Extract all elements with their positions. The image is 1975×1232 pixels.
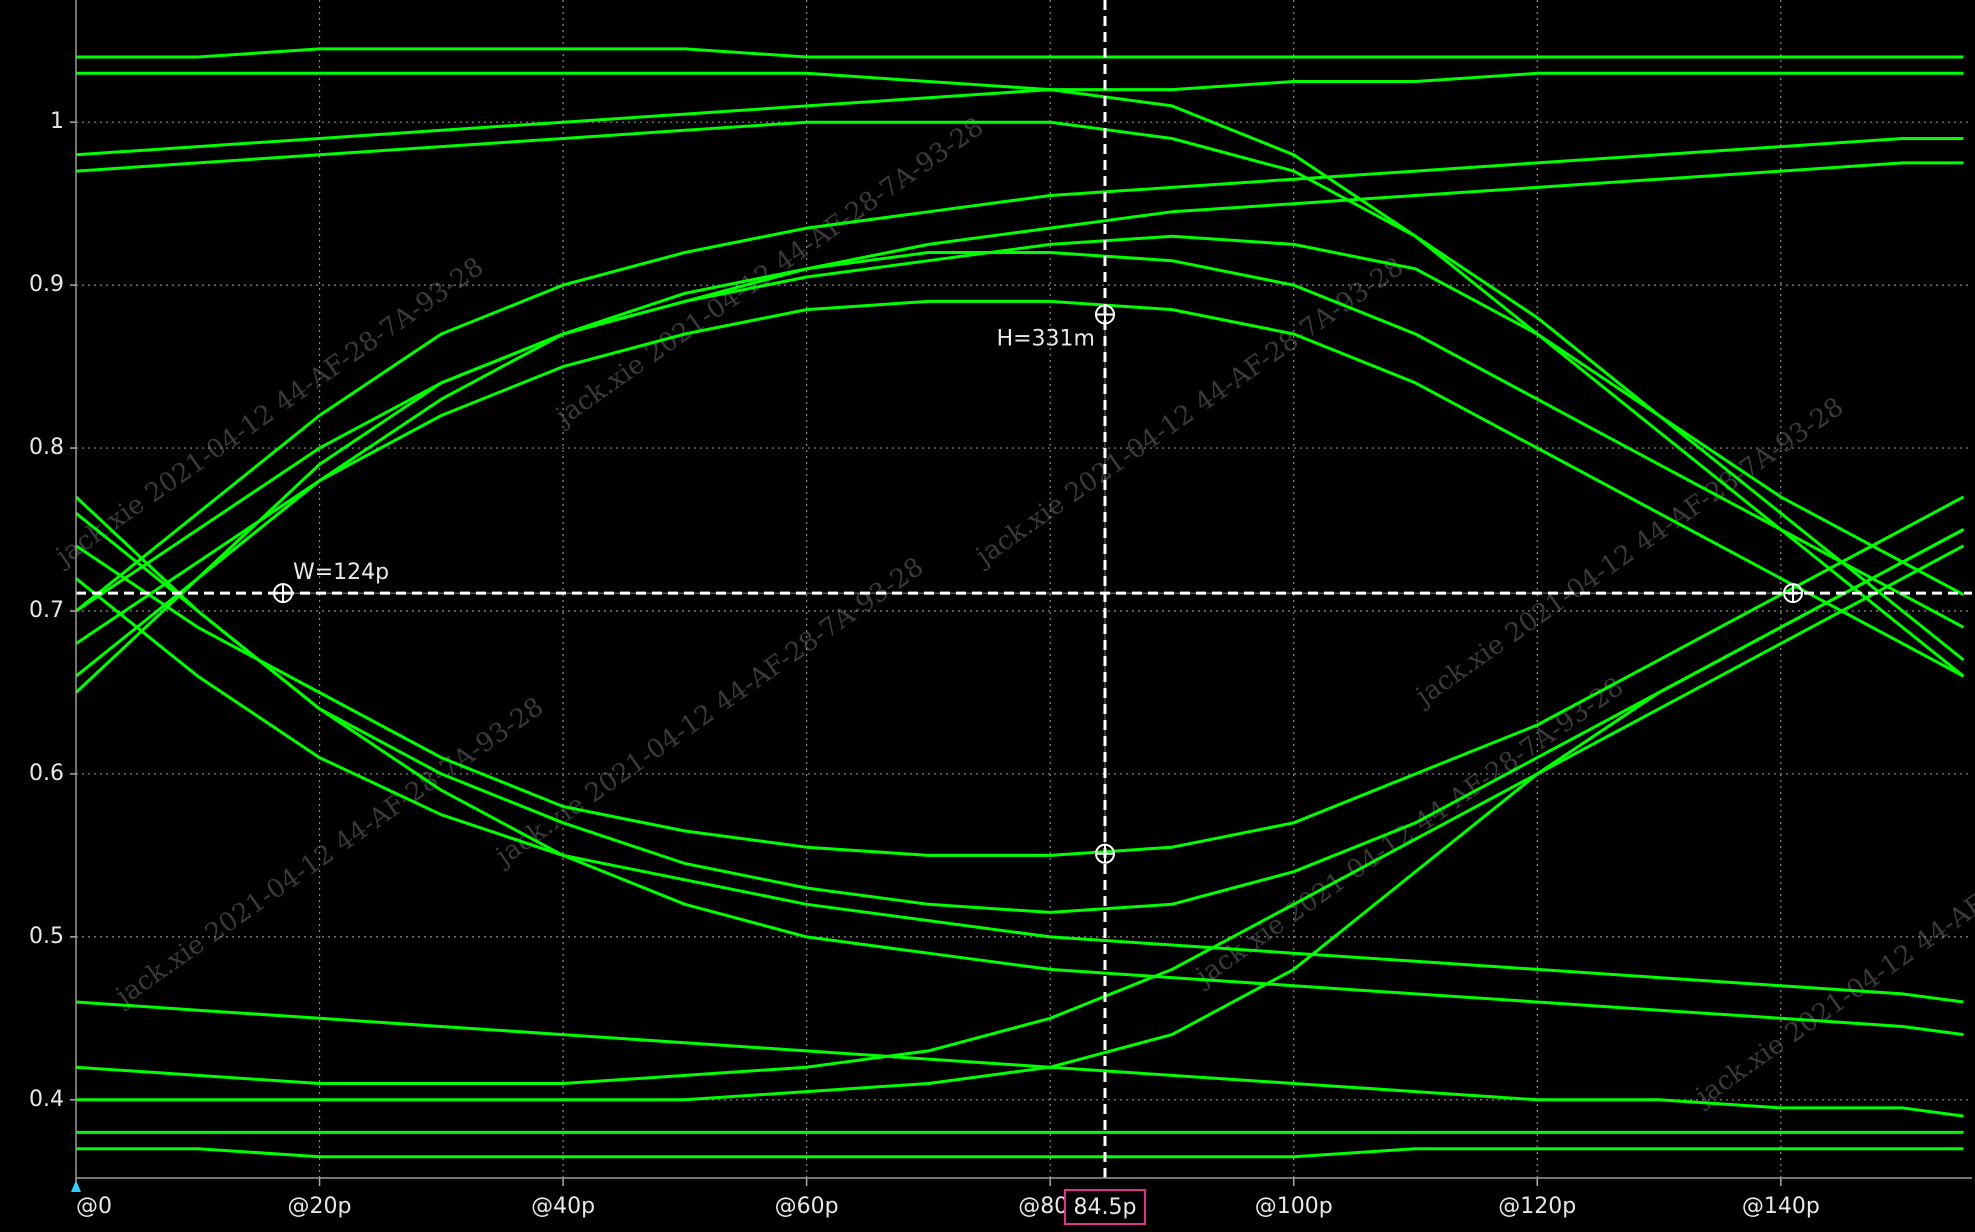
trace bbox=[75, 495, 1965, 857]
trace bbox=[76, 528, 1965, 1102]
x-tick-label: @0 bbox=[76, 1194, 112, 1219]
marker bbox=[1094, 304, 1115, 325]
trace bbox=[75, 137, 1964, 613]
cursor-label: 84.5p bbox=[1074, 1195, 1137, 1220]
x-tick-label: @100p bbox=[1255, 1194, 1333, 1219]
x-tick-label: @20p bbox=[288, 1194, 352, 1219]
y-tick-label: 0.8 bbox=[29, 435, 64, 460]
traces bbox=[74, 47, 1965, 1159]
marker bbox=[273, 583, 294, 604]
height-label: H=331m bbox=[997, 326, 1095, 351]
y-tick-label: 0.9 bbox=[29, 272, 64, 297]
y-tick-label: 0.4 bbox=[29, 1087, 64, 1112]
trace bbox=[74, 161, 1964, 694]
marker bbox=[1094, 843, 1115, 864]
axes: 0.40.50.60.70.80.91@0 @20p @40p @60p @80p @10… bbox=[29, 0, 1972, 1225]
trace bbox=[75, 251, 1965, 678]
marker bbox=[1782, 583, 1803, 604]
trace bbox=[75, 120, 1965, 662]
overlay: W=124p H=331m bbox=[76, 0, 1972, 1178]
x-tick-label: @140p bbox=[1742, 1194, 1820, 1219]
width-label: W=124p bbox=[293, 560, 389, 585]
trace bbox=[74, 495, 1964, 1037]
x-tick-label: @120p bbox=[1498, 1194, 1576, 1219]
y-tick-label: 0.6 bbox=[29, 761, 64, 786]
trace bbox=[75, 577, 1964, 1004]
y-tick-label: 1 bbox=[50, 109, 64, 134]
trace bbox=[75, 544, 1965, 1085]
y-tick-label: 0.7 bbox=[29, 598, 64, 623]
y-tick-label: 0.5 bbox=[29, 924, 64, 949]
trace bbox=[75, 299, 1965, 678]
trace bbox=[76, 1147, 1964, 1159]
trace bbox=[76, 47, 1964, 59]
cursor-label-box bbox=[1063, 1189, 1146, 1225]
origin-marker bbox=[71, 1180, 81, 1192]
trace bbox=[75, 234, 1965, 613]
x-tick-label: @60p bbox=[775, 1194, 839, 1219]
x-tick-label: @40p bbox=[531, 1194, 595, 1219]
trace bbox=[75, 71, 1964, 157]
